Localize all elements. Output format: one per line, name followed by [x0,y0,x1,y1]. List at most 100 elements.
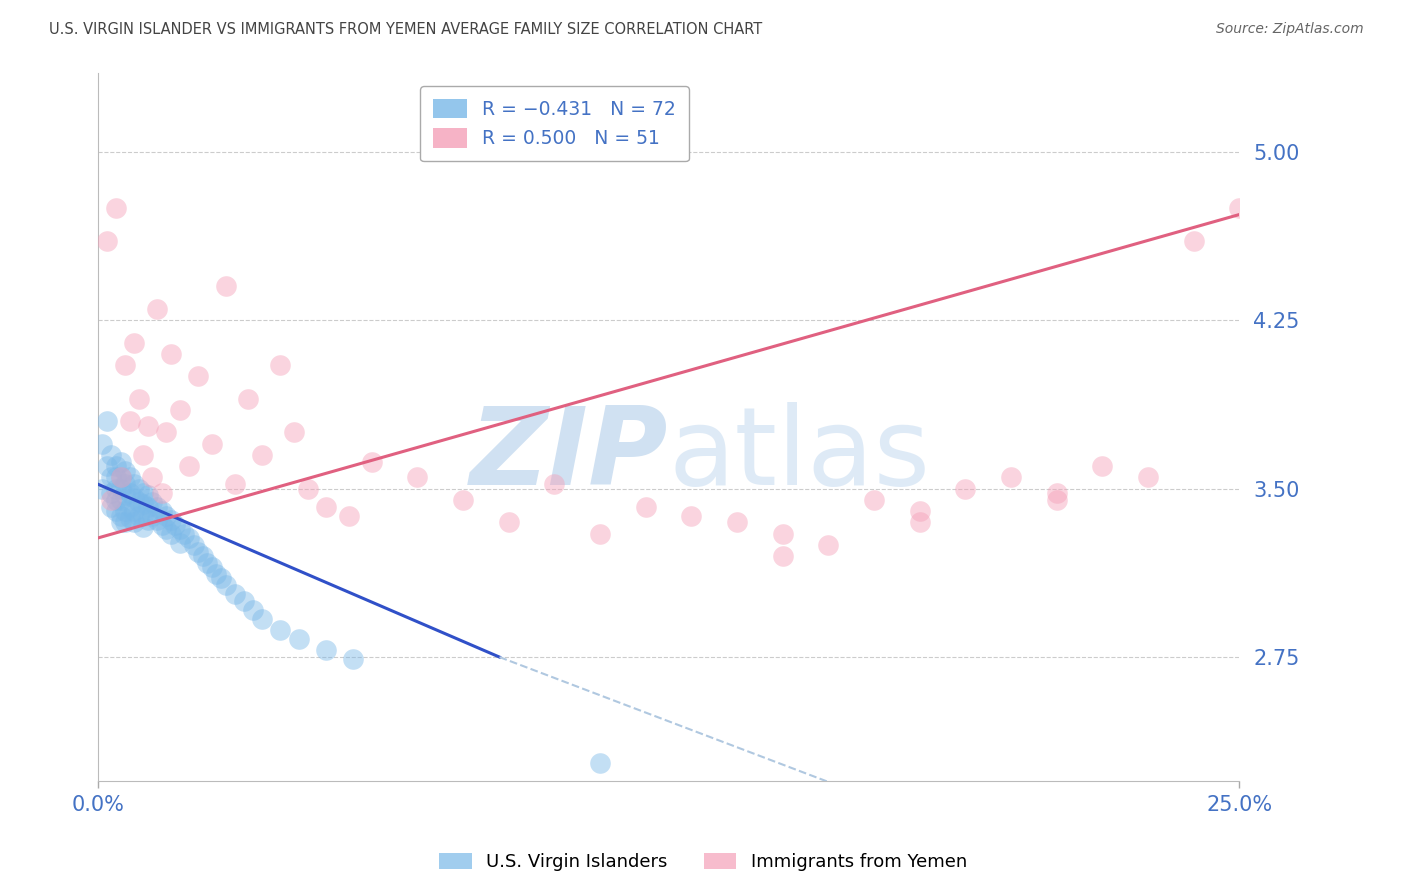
Point [136,500,159,514]
Point [283,425,305,440]
Point [150,486,173,500]
Point [169,522,191,536]
Point [315,500,337,514]
Point [110,508,132,523]
Point [250,448,273,462]
Point [104,470,127,484]
Point [110,470,132,484]
Legend: U.S. Virgin Islanders, Immigrants from Yemen: U.S. Virgin Islanders, Immigrants from Y… [432,846,974,879]
Legend: R = −0.431   N = 72, R = 0.500   N = 51: R = −0.431 N = 72, R = 0.500 N = 51 [420,86,689,161]
Point [498,516,520,530]
Point [195,556,218,570]
Point [681,508,703,523]
Point [315,643,337,657]
Point [337,508,360,523]
Point [96,414,118,428]
Point [104,492,127,507]
Point [232,594,254,608]
Point [128,508,150,523]
Point [141,495,163,509]
Point [159,347,181,361]
Point [159,526,181,541]
Point [1046,486,1069,500]
Point [118,500,141,514]
Point [136,488,159,502]
Point [136,418,159,433]
Point [1182,235,1205,249]
Text: Source: ZipAtlas.com: Source: ZipAtlas.com [1216,22,1364,37]
Point [1227,201,1250,215]
Point [118,470,141,484]
Point [146,500,169,514]
Point [224,477,246,491]
Point [104,482,127,496]
Point [169,535,191,549]
Point [118,414,141,428]
Point [132,448,155,462]
Point [96,459,118,474]
Point [132,486,155,500]
Point [1091,459,1114,474]
Point [269,358,291,372]
Point [132,508,155,523]
Point [104,201,127,215]
Point [100,448,122,462]
Point [155,425,177,440]
Point [1137,470,1160,484]
Point [201,436,224,450]
Point [183,538,205,552]
Point [146,301,169,316]
Point [146,513,169,527]
Point [155,508,177,523]
Point [132,520,155,534]
Point [96,235,118,249]
Point [150,504,173,518]
Point [772,549,794,563]
Point [110,482,132,496]
Text: ZIP: ZIP [470,402,668,508]
Point [589,756,612,770]
Point [224,587,246,601]
Point [177,459,200,474]
Point [269,623,291,637]
Point [104,504,127,518]
Point [360,455,382,469]
Point [91,482,114,496]
Point [191,549,214,563]
Point [141,508,163,523]
Point [908,516,931,530]
Point [122,516,145,530]
Point [451,492,474,507]
Point [543,477,565,491]
Point [155,522,177,536]
Text: U.S. VIRGIN ISLANDER VS IMMIGRANTS FROM YEMEN AVERAGE FAMILY SIZE CORRELATION CH: U.S. VIRGIN ISLANDER VS IMMIGRANTS FROM … [49,22,762,37]
Point [955,482,977,496]
Point [242,603,264,617]
Point [136,513,159,527]
Point [214,279,236,293]
Point [114,488,136,502]
Point [128,482,150,496]
Point [297,482,319,496]
Point [100,470,122,484]
Point [201,560,224,574]
Point [128,392,150,406]
Point [173,526,195,541]
Point [128,495,150,509]
Point [817,538,839,552]
Point [1000,470,1022,484]
Point [110,516,132,530]
Point [114,464,136,478]
Point [122,491,145,505]
Point [141,470,163,484]
Point [110,470,132,484]
Point [187,369,209,384]
Point [406,470,429,484]
Point [100,486,122,500]
Point [114,358,136,372]
Point [589,526,612,541]
Point [159,513,181,527]
Point [863,492,886,507]
Point [342,652,364,666]
Point [122,335,145,350]
